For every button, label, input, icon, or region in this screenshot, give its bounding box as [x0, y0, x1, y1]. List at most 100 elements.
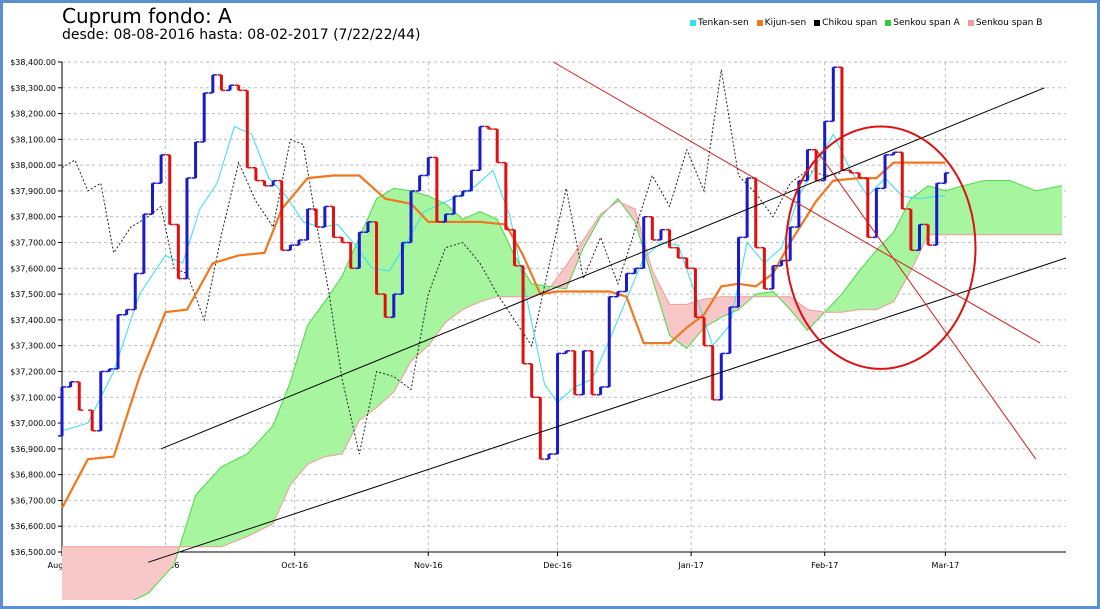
cloud-segment — [944, 190, 945, 235]
cloud-segment — [852, 279, 853, 311]
cloud-segment — [832, 303, 833, 313]
cloud-segment — [732, 296, 733, 313]
cloud-segment — [101, 546, 102, 600]
cloud-segment — [108, 546, 109, 600]
cloud-segment — [862, 266, 863, 310]
cloud-segment — [78, 546, 79, 600]
cloud-segment — [74, 546, 75, 600]
cloud-segment — [351, 253, 352, 437]
cloud-segment — [759, 293, 760, 297]
cloud-segment — [416, 192, 417, 357]
cloud-segment — [1013, 181, 1014, 235]
cloud-segment — [390, 190, 391, 396]
cloud-segment — [541, 285, 542, 293]
cloud-segment — [863, 265, 864, 310]
cloud-segment — [573, 253, 574, 273]
cloud-segment — [217, 470, 218, 547]
cloud-segment — [258, 441, 259, 532]
cloud-segment — [494, 217, 495, 298]
cloud-segment — [895, 227, 896, 300]
cloud-segment — [201, 488, 202, 547]
cloud-segment — [948, 189, 949, 235]
cloud-segment — [714, 297, 715, 322]
cloud-segment — [721, 296, 722, 318]
cloud-segment — [968, 184, 969, 235]
cloud-segment — [125, 546, 126, 600]
cloud-segment — [120, 546, 121, 600]
cloud-segment — [254, 445, 255, 534]
cloud-segment — [117, 546, 118, 600]
cloud-segment — [880, 245, 881, 308]
cloud-segment — [941, 189, 942, 235]
cloud-segment — [943, 190, 944, 235]
cloud-segment — [784, 296, 785, 305]
cloud-segment — [123, 546, 124, 600]
cloud-segment — [88, 546, 89, 600]
cloud-segment — [174, 546, 175, 565]
cloud-segment — [148, 546, 149, 594]
cloud-segment — [328, 295, 329, 457]
cloud-segment — [998, 180, 999, 235]
cloud-segment — [156, 546, 157, 585]
cloud-segment — [875, 250, 876, 310]
cloud-segment — [950, 189, 951, 235]
cloud-segment — [511, 248, 512, 297]
cloud-segment — [1006, 180, 1007, 235]
cloud-segment — [794, 299, 795, 316]
cloud-segment — [1054, 187, 1055, 235]
cloud-segment — [426, 195, 427, 348]
cloud-segment — [1037, 190, 1038, 235]
cloud-segment — [558, 275, 559, 288]
cloud-segment — [483, 212, 484, 301]
cloud-segment — [71, 546, 72, 600]
cloud-segment — [459, 215, 460, 313]
cloud-segment — [989, 180, 990, 235]
cloud-segment — [1008, 180, 1009, 235]
cloud-segment — [1017, 183, 1018, 235]
cloud-segment — [501, 227, 502, 297]
cloud-segment — [916, 194, 917, 261]
cloud-segment — [476, 212, 477, 304]
chart-legend: Tenkan-sen Kijun-sen Chikou span Senkou spa… — [690, 18, 1042, 28]
cloud-segment — [310, 320, 311, 464]
cloud-segment — [424, 194, 425, 350]
cloud-segment — [189, 513, 190, 547]
cloud-segment — [203, 486, 204, 547]
cloud-segment — [999, 180, 1000, 235]
cloud-segment — [480, 211, 481, 302]
cloud-segment — [684, 304, 685, 347]
y-tick-label: $37,600.00 — [10, 264, 56, 273]
cloud-segment — [284, 395, 285, 500]
cloud-segment — [1045, 188, 1046, 235]
cloud-segment — [493, 217, 494, 298]
cloud-segment — [165, 546, 166, 575]
cloud-segment — [568, 261, 569, 285]
cloud-segment — [323, 302, 324, 458]
cloud-segment — [566, 264, 567, 289]
cloud-segment — [874, 251, 875, 310]
cloud-segment — [1029, 188, 1030, 235]
cloud-segment — [62, 546, 63, 600]
cloud-segment — [962, 185, 963, 235]
cloud-segment — [496, 218, 497, 298]
cloud-segment — [296, 359, 297, 479]
cloud-segment — [543, 285, 544, 292]
legend-swatch — [814, 20, 821, 26]
cloud-segment — [76, 546, 77, 600]
cloud-segment — [194, 497, 195, 547]
y-tick-label: $37,500.00 — [10, 290, 56, 299]
cloud-segment — [795, 300, 796, 317]
cloud-segment — [414, 191, 415, 359]
cloud-segment — [676, 304, 677, 341]
cloud-segment — [260, 438, 261, 531]
cloud-segment — [224, 465, 225, 546]
cloud-segment — [675, 304, 676, 341]
cloud-segment — [79, 546, 80, 600]
y-tick-label: $37,700.00 — [10, 239, 56, 248]
cloud-segment — [150, 546, 151, 592]
cloud-segment — [487, 214, 488, 300]
cloud-segment — [981, 181, 982, 235]
cloud-segment — [495, 218, 496, 298]
cloud-segment — [234, 460, 235, 542]
